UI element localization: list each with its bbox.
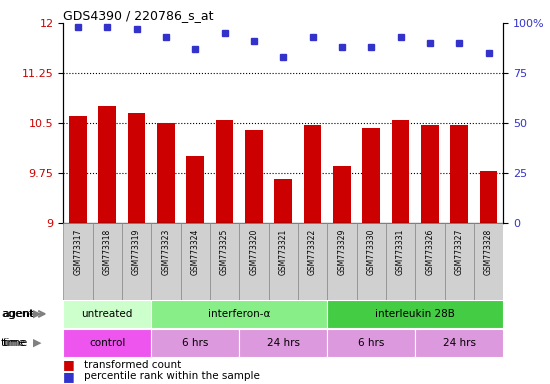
- Text: GSM773318: GSM773318: [103, 229, 112, 275]
- Bar: [421, 125, 439, 223]
- Bar: [63, 300, 151, 328]
- Bar: [180, 223, 210, 300]
- Bar: [327, 300, 503, 328]
- Text: percentile rank within the sample: percentile rank within the sample: [84, 371, 260, 381]
- Text: GSM773320: GSM773320: [249, 229, 258, 275]
- Bar: [63, 329, 151, 356]
- Text: time: time: [1, 338, 26, 348]
- Bar: [304, 125, 321, 223]
- Text: 24 hrs: 24 hrs: [443, 338, 476, 348]
- Bar: [239, 329, 327, 356]
- Text: GSM773324: GSM773324: [191, 229, 200, 275]
- Text: ■: ■: [63, 370, 75, 383]
- Bar: [327, 223, 356, 300]
- Bar: [392, 119, 409, 223]
- Text: ▶: ▶: [33, 309, 42, 319]
- Bar: [92, 223, 122, 300]
- Bar: [151, 300, 327, 328]
- Text: GDS4390 / 220786_s_at: GDS4390 / 220786_s_at: [63, 9, 214, 22]
- Text: GSM773321: GSM773321: [279, 229, 288, 275]
- Text: transformed count: transformed count: [84, 360, 182, 370]
- Bar: [362, 128, 380, 223]
- Bar: [98, 106, 116, 223]
- Bar: [480, 171, 497, 223]
- Text: GSM773317: GSM773317: [73, 229, 82, 275]
- Text: 24 hrs: 24 hrs: [267, 338, 300, 348]
- Bar: [69, 116, 87, 223]
- Text: agent: agent: [3, 309, 35, 319]
- Bar: [327, 329, 415, 356]
- Text: GSM773331: GSM773331: [396, 229, 405, 275]
- Text: GSM773328: GSM773328: [484, 229, 493, 275]
- Text: 6 hrs: 6 hrs: [182, 338, 208, 348]
- Text: GSM773325: GSM773325: [220, 229, 229, 275]
- Bar: [415, 223, 444, 300]
- Bar: [474, 223, 503, 300]
- Bar: [415, 329, 503, 356]
- Bar: [157, 123, 175, 223]
- Bar: [444, 223, 474, 300]
- Text: interleukin 28B: interleukin 28B: [375, 309, 455, 319]
- Bar: [128, 113, 145, 223]
- Bar: [239, 223, 268, 300]
- Bar: [333, 166, 351, 223]
- Bar: [298, 223, 327, 300]
- Text: untreated: untreated: [81, 309, 133, 319]
- Bar: [151, 223, 180, 300]
- Text: control: control: [89, 338, 125, 348]
- Text: agent: agent: [1, 309, 34, 319]
- Bar: [210, 223, 239, 300]
- Bar: [268, 223, 298, 300]
- Text: GSM773329: GSM773329: [337, 229, 346, 275]
- Bar: [274, 179, 292, 223]
- Text: GSM773327: GSM773327: [455, 229, 464, 275]
- Bar: [245, 129, 263, 223]
- Bar: [216, 119, 233, 223]
- Text: GSM773322: GSM773322: [308, 229, 317, 275]
- Bar: [356, 223, 386, 300]
- Bar: [186, 156, 204, 223]
- Text: ■: ■: [63, 358, 75, 371]
- Text: 6 hrs: 6 hrs: [358, 338, 384, 348]
- Bar: [386, 223, 415, 300]
- Text: ▶: ▶: [33, 338, 42, 348]
- Text: GSM773319: GSM773319: [132, 229, 141, 275]
- Text: interferon-α: interferon-α: [208, 309, 271, 319]
- Text: GSM773326: GSM773326: [425, 229, 435, 275]
- Text: GSM773330: GSM773330: [367, 229, 376, 275]
- Text: time: time: [3, 338, 28, 348]
- Bar: [450, 125, 468, 223]
- Text: GSM773323: GSM773323: [161, 229, 170, 275]
- Bar: [63, 223, 92, 300]
- Bar: [122, 223, 151, 300]
- Bar: [151, 329, 239, 356]
